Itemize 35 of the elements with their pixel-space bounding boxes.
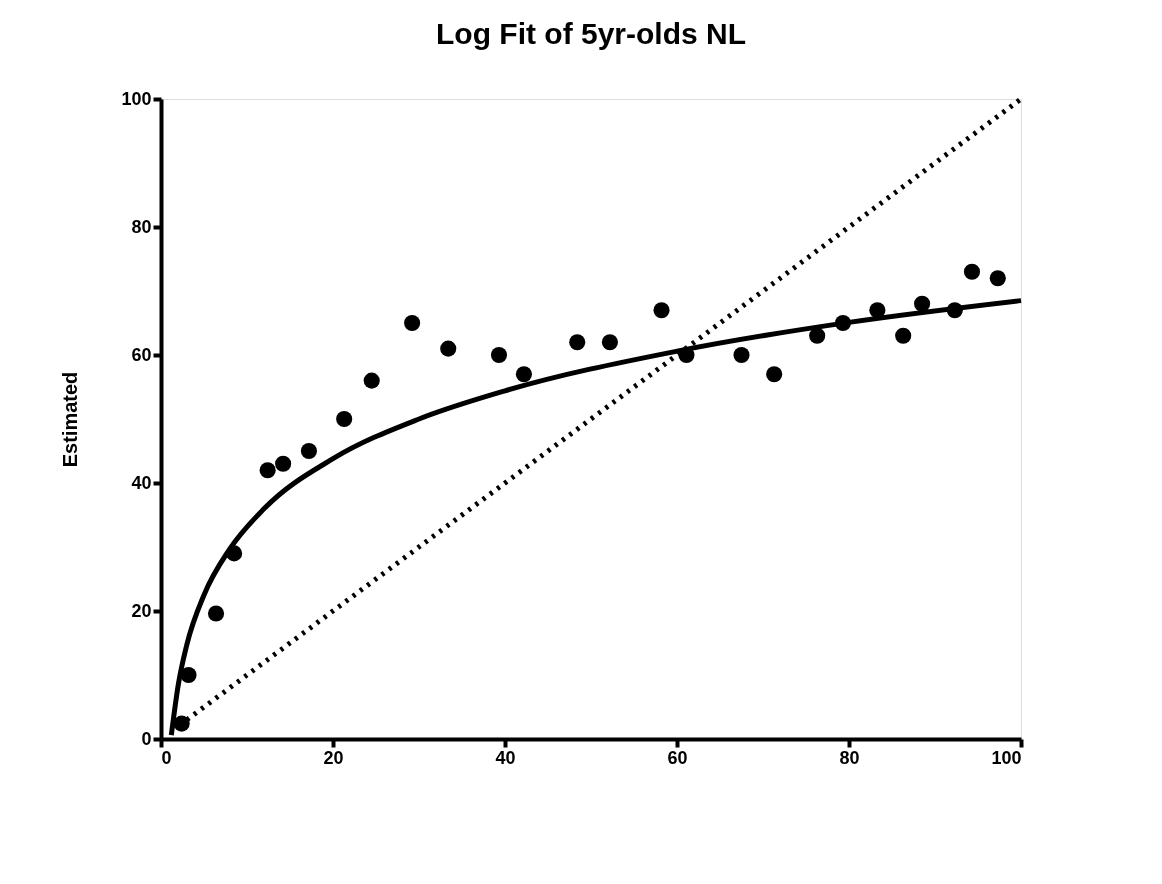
x-tick-label: 100	[991, 747, 1022, 768]
x-tick-label: 20	[323, 747, 344, 768]
point	[180, 666, 197, 684]
y-tick-label: 0	[141, 728, 152, 749]
chart-title: Log Fit of 5yr-olds NL	[436, 17, 746, 50]
y-tick-label: 80	[131, 216, 152, 237]
point	[515, 366, 532, 383]
y-axis-title: Estimated	[59, 371, 82, 468]
y-tick-label: 40	[131, 472, 152, 493]
point	[914, 295, 931, 312]
point	[653, 302, 670, 319]
point	[404, 314, 421, 332]
point	[207, 605, 225, 622]
point	[275, 455, 292, 472]
point	[363, 372, 380, 389]
point	[259, 462, 276, 479]
point	[300, 442, 317, 460]
y-tick-label: 20	[131, 600, 152, 621]
point	[809, 327, 826, 344]
point	[989, 270, 1006, 287]
y-tick-label: 60	[131, 344, 152, 365]
x-tick-label: 80	[839, 747, 860, 768]
point	[336, 410, 353, 428]
point	[895, 327, 912, 344]
point	[490, 346, 508, 364]
point	[569, 334, 586, 351]
point	[440, 340, 457, 357]
x-tick-label: 0	[161, 747, 172, 768]
x-tick-label: 40	[495, 747, 516, 768]
point	[601, 334, 618, 351]
point	[963, 263, 981, 280]
point	[733, 346, 750, 364]
y-tick-label: 100	[121, 88, 152, 109]
x-tick-label: 60	[667, 747, 688, 768]
point	[766, 366, 783, 383]
